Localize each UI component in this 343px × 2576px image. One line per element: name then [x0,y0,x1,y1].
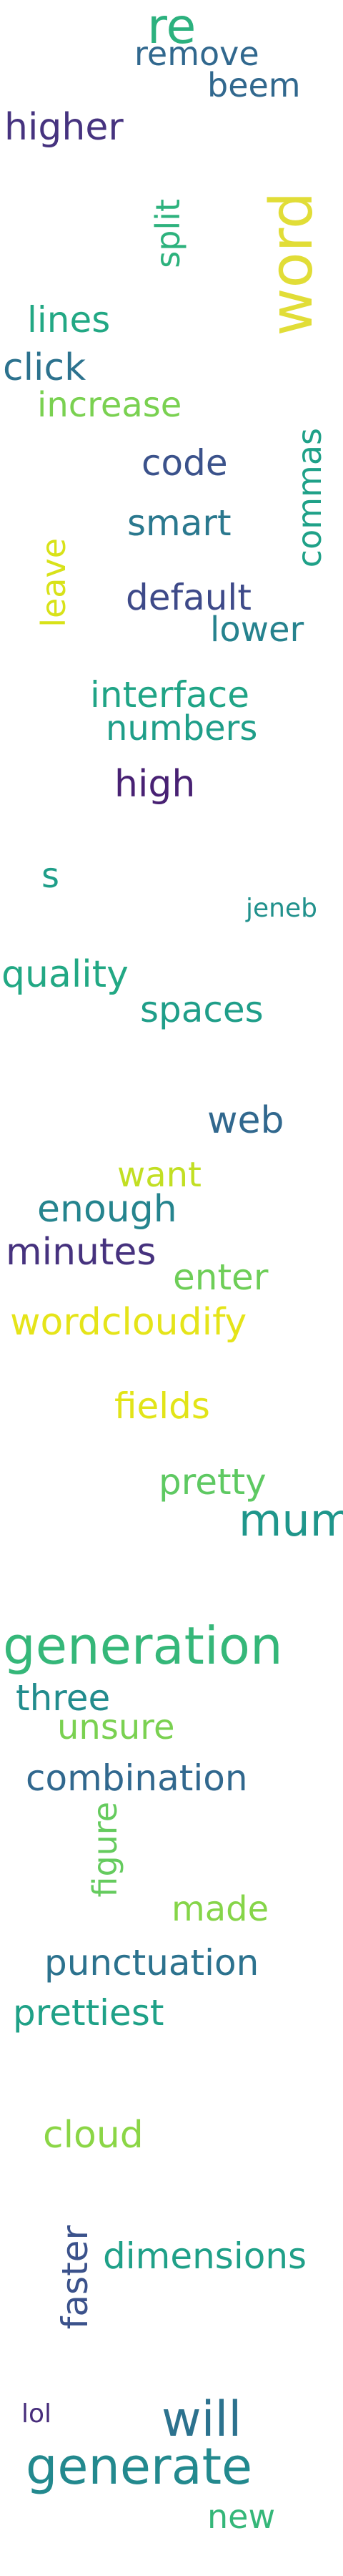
word-high: high [114,763,196,806]
word-interface: interface [90,674,249,716]
word-increase: increase [37,385,182,425]
word-s: s [41,856,60,896]
word-leave: leave [34,538,73,628]
word-figure: figure [86,1802,124,1898]
word-punctuation: punctuation [44,1942,259,1984]
word-made: made [172,1889,269,1929]
word-word: word [258,192,326,336]
word-prettiest: prettiest [13,1992,164,2034]
word-commas: commas [290,428,329,568]
word-three: three [16,1677,111,1719]
word-split: split [149,199,187,268]
word-new: new [207,2497,276,2536]
word-generate: generate [26,2437,253,2496]
word-minutes: minutes [6,1231,156,1274]
word-lines: lines [27,299,111,341]
word-lower: lower [210,610,304,650]
word-pretty: pretty [159,1461,267,1503]
word-remove: remove [134,34,259,73]
word-enter: enter [173,1257,269,1298]
word-click: click [3,346,86,389]
word-smart: smart [127,502,232,544]
word-want: want [117,1155,202,1195]
word-dimensions: dimensions [103,2235,307,2277]
word-higher: higher [4,106,124,149]
word-code: code [141,442,228,484]
word-jeneb: jeneb [246,894,317,923]
word-combination: combination [26,1757,248,1799]
word-generation: generation [3,1616,283,1676]
word-fields: fields [114,1385,210,1427]
word-web: web [207,1099,284,1142]
word-enough: enough [37,1188,177,1231]
word-unsure: unsure [57,1707,175,1747]
word-default: default [126,577,252,618]
word-faster: faster [54,2225,96,2330]
word-quality: quality [1,953,129,996]
word-mum: mum [239,1494,343,1546]
word-lol: lol [21,2399,52,2429]
word-numbers: numbers [106,708,258,748]
word-cloud: cloud [43,2114,144,2157]
word-spaces: spaces [140,989,264,1030]
word-re: re [147,0,197,55]
word-beem: beem [207,66,301,104]
word-will: will [161,2391,242,2448]
word-wordcloudify: wordcloudify [10,1301,247,1344]
